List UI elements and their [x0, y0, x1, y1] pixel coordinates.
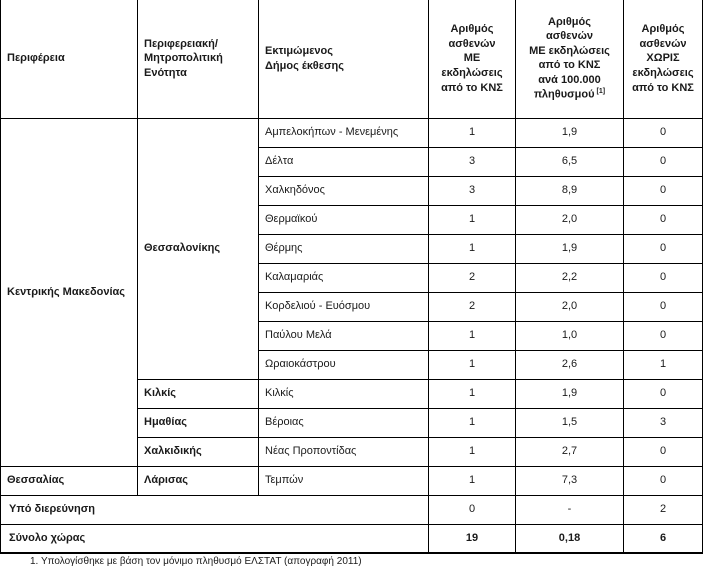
cases-with-cns-cell: 1 [428, 204, 516, 235]
rate-cell: 1,5 [515, 407, 624, 438]
municipality-cell: Θερμαϊκού [258, 204, 429, 235]
cases-with-cns-cell: 3 [428, 175, 516, 206]
table-row: Κεντρικής Μακεδονίας Θεσσαλονίκης Αμπελο… [0, 117, 703, 467]
cases-with-cns-cell: 1 [428, 320, 516, 351]
col-header-municipality: Εκτιμώμενος Δήμος έκθεσης [258, 0, 429, 119]
rate-cell: 2,6 [515, 349, 624, 380]
country-total-label: Σύνολο χώρας [0, 523, 429, 554]
rate-cell: 2,0 [515, 291, 624, 322]
cases-without-cns-cell: 0 [623, 291, 703, 322]
cases-with-cns-cell: 1 [428, 117, 516, 148]
table-row: Ημαθίας Βέροιας 1 1,5 3 [1, 407, 703, 438]
municipality-cell: Αμπελοκήπων - Μενεμένης [258, 117, 429, 148]
table-row: Κιλκίς Κιλκίς 1 1,9 0 [1, 378, 703, 409]
cases-with-cns-cell: 1 [428, 378, 516, 409]
municipality-cell: Ωραιοκάστρου [258, 349, 429, 380]
cases-without-cns-cell: 0 [623, 146, 703, 177]
footnote: 1. Υπολογίσθηκε με βάση τον μόνιμο πληθυ… [30, 556, 362, 567]
col-header-rate-text: Αριθμός ασθενών ΜΕ εκδηλώσεις από το ΚΝΣ… [529, 15, 610, 102]
rate-cell: 1,9 [515, 117, 624, 148]
cases-with-cns-cell: 1 [428, 407, 516, 438]
rate-cell: 8,9 [515, 175, 624, 206]
cases-without-cns-cell: 3 [623, 407, 703, 438]
rate-cell: 2,7 [515, 436, 624, 467]
cases-without-cns-cell: 0 [623, 378, 703, 409]
rate-cell: 1,9 [515, 378, 624, 409]
municipality-cell: Τεμπών [258, 465, 429, 496]
municipality-cell: Θέρμης [258, 233, 429, 264]
cases-without-cns-cell: 0 [623, 233, 703, 264]
municipality-cell: Παύλου Μελά [258, 320, 429, 351]
rate-cell: 1,9 [515, 233, 624, 264]
table-row: Καλαμαριάς 2 2,2 0 [1, 262, 703, 293]
col-header-cases-with-cns: Αριθμός ασθενών ΜΕ εκδηλώσεις από το ΚΝΣ [428, 0, 516, 119]
table-row: Παύλου Μελά 1 1,0 0 [1, 320, 703, 351]
table-row: Χαλκηδόνος 3 8,9 0 [1, 175, 703, 206]
cases-without-cns-cell: 2 [623, 494, 703, 525]
cases-without-cns-cell: 0 [623, 204, 703, 235]
table-row: Χαλκιδικής Νέας Προποντίδας 1 2,7 0 [1, 436, 703, 467]
cases-with-cns-cell: 1 [428, 436, 516, 467]
unit-cell: Χαλκιδικής [137, 436, 259, 467]
table-row: Δέλτα 3 6,5 0 [1, 146, 703, 177]
cases-without-cns-cell: 0 [623, 465, 703, 496]
cases-with-cns-cell: 1 [428, 233, 516, 264]
under-investigation-label: Υπό διερεύνηση [0, 494, 429, 525]
cases-without-cns-cell: 0 [623, 436, 703, 467]
table-row: Θέρμης 1 1,9 0 [1, 233, 703, 264]
col-header-region: Περιφέρεια [0, 0, 138, 119]
col-header-cases-without-cns: Αριθμός ασθενών ΧΩΡΙΣ εκδηλώσεις από το … [623, 0, 703, 119]
col-header-rate-per-100k: Αριθμός ασθενών ΜΕ εκδηλώσεις από το ΚΝΣ… [515, 0, 624, 119]
table-row: Ωραιοκάστρου 1 2,6 1 [1, 349, 703, 380]
rate-cell: 7,3 [515, 465, 624, 496]
table-row: Θεσσαλίας Λάρισας Τεμπών 1 7,3 0 [0, 465, 703, 496]
table-header-row: Περιφέρεια Περιφερειακή/ Μητροπολιτική Ε… [0, 0, 703, 119]
rate-cell: 2,0 [515, 204, 624, 235]
municipality-cell: Βέροιας [258, 407, 429, 438]
region-cell: Κεντρικής Μακεδονίας [0, 117, 138, 467]
rate-cell: 2,2 [515, 262, 624, 293]
rate-cell: 1,0 [515, 320, 624, 351]
cases-with-cns-cell: 3 [428, 146, 516, 177]
rate-cell: 0,18 [515, 523, 624, 554]
rate-cell: - [515, 494, 624, 525]
unit-cell: Λάρισας [137, 465, 259, 496]
municipality-cell: Χαλκηδόνος [258, 175, 429, 206]
unit-cell: Ημαθίας [137, 407, 259, 438]
municipality-cell: Δέλτα [258, 146, 429, 177]
cases-with-cns-cell: 2 [428, 291, 516, 322]
municipality-cell: Νέας Προποντίδας [258, 436, 429, 467]
under-investigation-row: Υπό διερεύνηση 0 - 2 [0, 494, 703, 525]
unit-cell: Κιλκίς [137, 378, 259, 409]
cases-without-cns-cell: 0 [623, 320, 703, 351]
col-header-unit: Περιφερειακή/ Μητροπολιτική Ενότητα [137, 0, 259, 119]
cases-with-cns-cell: 19 [428, 523, 516, 554]
cases-with-cns-cell: 0 [428, 494, 516, 525]
cases-without-cns-cell: 0 [623, 175, 703, 206]
region-cell: Θεσσαλίας [0, 465, 138, 496]
cases-without-cns-cell: 0 [623, 117, 703, 148]
country-total-row: Σύνολο χώρας 19 0,18 6 [0, 523, 703, 554]
municipality-cell: Καλαμαριάς [258, 262, 429, 293]
municipality-cell: Κορδελιού - Ευόσμου [258, 291, 429, 322]
footnote-marker: [1] [596, 88, 606, 96]
rate-cell: 6,5 [515, 146, 624, 177]
cases-by-municipality-table: Περιφέρεια Περιφερειακή/ Μητροπολιτική Ε… [0, 0, 703, 554]
unit-cell: Θεσσαλονίκης [137, 117, 259, 380]
municipality-cell: Κιλκίς [258, 378, 429, 409]
cases-with-cns-cell: 2 [428, 262, 516, 293]
cases-without-cns-cell: 1 [623, 349, 703, 380]
table-row: Θερμαϊκού 1 2,0 0 [1, 204, 703, 235]
cases-with-cns-cell: 1 [428, 465, 516, 496]
cases-without-cns-cell: 6 [623, 523, 703, 554]
cases-without-cns-cell: 0 [623, 262, 703, 293]
cases-with-cns-cell: 1 [428, 349, 516, 380]
table-row: Κορδελιού - Ευόσμου 2 2,0 0 [1, 291, 703, 322]
